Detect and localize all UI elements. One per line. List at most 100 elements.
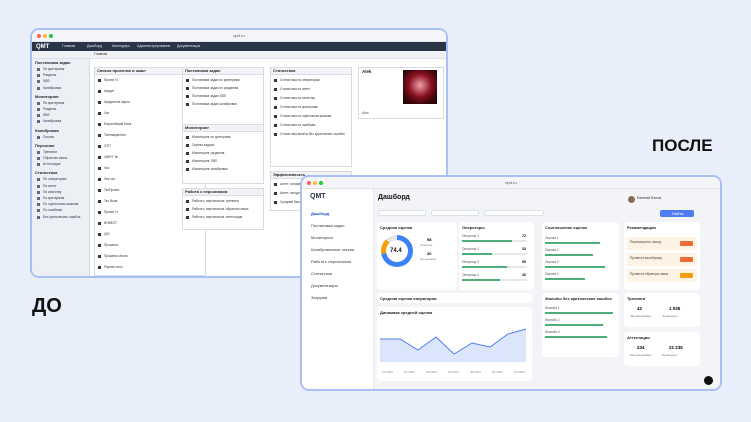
panel-item[interactable]: Прокатки — [104, 243, 118, 247]
panel-item[interactable]: ОТП — [104, 144, 111, 148]
panel-item[interactable]: Прокатка опыта — [104, 254, 128, 258]
panel-item[interactable]: Телемаркетинг — [104, 133, 127, 137]
panel-item[interactable]: Постановка задач калибровки — [192, 102, 237, 106]
sidebar-item[interactable]: По критериям — [43, 196, 65, 200]
rec-badge[interactable] — [680, 241, 693, 246]
filter-input[interactable] — [378, 210, 426, 216]
sidebar-item[interactable]: По ошибкам — [43, 208, 62, 213]
panel-item[interactable]: Средний балл — [280, 200, 302, 204]
panel-item[interactable]: Мониторинг калибровки — [192, 167, 228, 171]
stat-label: Запланировано — [630, 314, 652, 318]
item-icon — [98, 90, 101, 93]
sidebar-item[interactable]: Разделы — [43, 73, 57, 78]
sidebar-item[interactable]: Разделы — [43, 107, 57, 111]
panel-item[interactable]: Чек — [104, 166, 110, 170]
nav-item[interactable]: Документация — [311, 283, 338, 288]
panel-item[interactable]: Постановка задач по критериям — [192, 78, 240, 82]
logo: QMT — [310, 193, 326, 200]
panel-item[interactable]: Проект Н — [104, 210, 118, 214]
sidebar-item[interactable]: По оценочным шкалам — [43, 202, 79, 207]
sidebar-item[interactable]: Калибровка — [43, 85, 62, 90]
nav-item[interactable]: Работа с персоналом — [311, 259, 352, 264]
panel-item[interactable]: Мониторинг по критериям — [192, 135, 231, 139]
panel-item[interactable]: Постановка задач по разделам — [192, 86, 239, 90]
item-icon — [186, 160, 189, 163]
nav-item[interactable]: Главная — [62, 44, 76, 48]
panel-item[interactable]: Кредитные карты — [104, 100, 130, 104]
sidebar-section: Постановка задач — [35, 60, 71, 65]
sidebar-section: Персонал — [35, 142, 55, 148]
sidebar-item[interactable]: По критериям — [43, 100, 65, 105]
sidebar-item[interactable]: Аттестация — [43, 162, 61, 167]
rec-badge[interactable] — [680, 273, 693, 278]
sidebar-item[interactable]: SBS — [43, 113, 50, 118]
panel-item[interactable]: Чат — [104, 111, 110, 115]
nav-item[interactable]: Администрирование — [137, 44, 171, 48]
panel-item[interactable]: ОМНТ Эк — [104, 155, 118, 159]
nav-item[interactable]: Мониторинг — [311, 235, 334, 240]
panel-item[interactable]: Агент: сегодня — [280, 191, 302, 195]
item-icon — [186, 200, 189, 203]
panel-item[interactable]: Мониторинг SBS — [192, 159, 217, 163]
search-button[interactable] — [660, 210, 694, 217]
nav-item[interactable]: Документация — [177, 44, 201, 48]
sidebar-item[interactable]: Обратная связь — [43, 156, 68, 160]
nav-item[interactable]: Постановка задач — [311, 223, 345, 228]
filter-input[interactable] — [484, 210, 544, 216]
sidebar-item[interactable]: По агент — [43, 183, 57, 188]
panel-item[interactable]: Чек чат — [104, 177, 116, 181]
sidebar-item[interactable]: Сессии — [43, 134, 55, 139]
panel-item[interactable]: Статистика по критериям — [280, 105, 318, 109]
panel-item[interactable]: Оценка задачи — [192, 143, 215, 147]
url-text: qmt.ru — [505, 180, 517, 185]
help-button[interactable] — [704, 376, 713, 385]
sidebar-item[interactable]: По операторам — [43, 177, 67, 182]
chart — [380, 317, 528, 367]
panel-item[interactable]: Статистика по оценочным шкалам — [280, 114, 332, 118]
panel-item[interactable]: Статистика по операторам — [280, 78, 320, 82]
sidebar-item[interactable]: Без критических ошибок — [43, 214, 81, 219]
sidebar-item[interactable]: Калибровка — [43, 119, 62, 124]
sidebar-icon — [37, 108, 40, 111]
item-icon — [98, 79, 101, 82]
row-value: 40 — [522, 273, 526, 277]
panel-item[interactable]: Работа с персоналом: тренинги — [192, 199, 239, 203]
row-label: Оператор 1 — [462, 234, 480, 238]
panel-item[interactable]: Постановка задач SBS — [192, 94, 226, 98]
panel-item[interactable]: Агент: эстимация — [280, 182, 306, 186]
nav-item[interactable]: Дашборд — [87, 44, 102, 48]
sidebar-item[interactable]: По критериям — [43, 67, 65, 71]
nav-item[interactable]: Календарь — [112, 44, 130, 48]
filter-input[interactable] — [431, 210, 479, 216]
panel-item[interactable]: QIG — [104, 232, 110, 236]
nav-item[interactable]: Дашборд — [311, 211, 330, 216]
card-title: Alek — [362, 69, 372, 74]
panel-item[interactable]: Статистика по ошибкам — [280, 123, 316, 127]
item-icon — [98, 222, 101, 225]
panel-item[interactable]: Партия опыт — [104, 265, 123, 269]
panel-item[interactable]: Европейский Банк — [104, 122, 132, 126]
panel-item[interactable]: Статистика по агент — [280, 87, 310, 91]
panel-item[interactable]: Статистика анкеты без критических ошибок — [280, 132, 345, 136]
nav-item[interactable]: Статистика — [311, 271, 333, 276]
window-dot — [49, 34, 53, 38]
nav-item[interactable]: Калибровочные сессии — [311, 247, 355, 252]
panel-item[interactable]: Tex Buda — [104, 199, 118, 203]
item-icon — [98, 233, 101, 236]
panel-item[interactable]: Проект N — [104, 78, 118, 82]
panel-item[interactable]: ТехПроект — [104, 188, 120, 192]
sidebar-item[interactable]: Тренинги — [43, 149, 58, 154]
nav-item[interactable]: Загрузки — [311, 295, 328, 300]
panel-item[interactable]: Работа с персоналом: аттестации — [192, 215, 243, 219]
panel-item[interactable]: Работа с персоналом: обратная связь — [192, 207, 249, 211]
panel-item[interactable]: Кредит — [104, 89, 115, 93]
sidebar-item[interactable]: SBS — [43, 79, 50, 84]
panel-header — [182, 188, 264, 196]
panel-item[interactable]: Статистика по качеству — [280, 96, 315, 100]
rec-badge[interactable] — [680, 257, 693, 262]
sidebar-item[interactable]: По качеству — [43, 189, 62, 194]
panel-item[interactable]: Мониторинг разделов — [192, 151, 225, 155]
panel-item[interactable]: ИНВЕСТ — [104, 221, 117, 225]
panel-title: Работа с персоналом — [185, 189, 228, 194]
tab[interactable]: Главная — [94, 52, 108, 56]
